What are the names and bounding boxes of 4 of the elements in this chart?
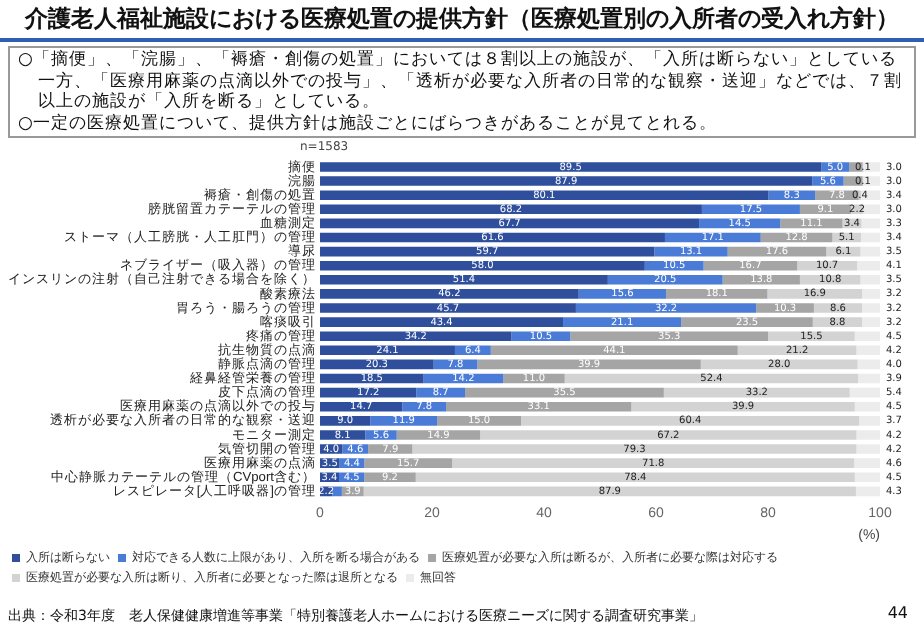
text: ○「摘便」、「浣腸」、「褥瘡・創傷の処置」においては８割以上の施設が、「入所は断らない」としている一方、「医療用麻薬の点滴以外での投与」、「透析が必要な入所者の日常的な観察・送迎」などでは、７割以上の施設が「入所を断る」としている。 [18,50,904,113]
chart-title: 介護老人福祉施設における医療処置の提供方針（医療処置別の入所者の受入れ方針） [22,4,901,34]
text: ○一定の医療処置について、提供方針は施設ごとにばらつきがあることが見てとれる。 [18,113,719,134]
text: 44 [887,604,908,622]
